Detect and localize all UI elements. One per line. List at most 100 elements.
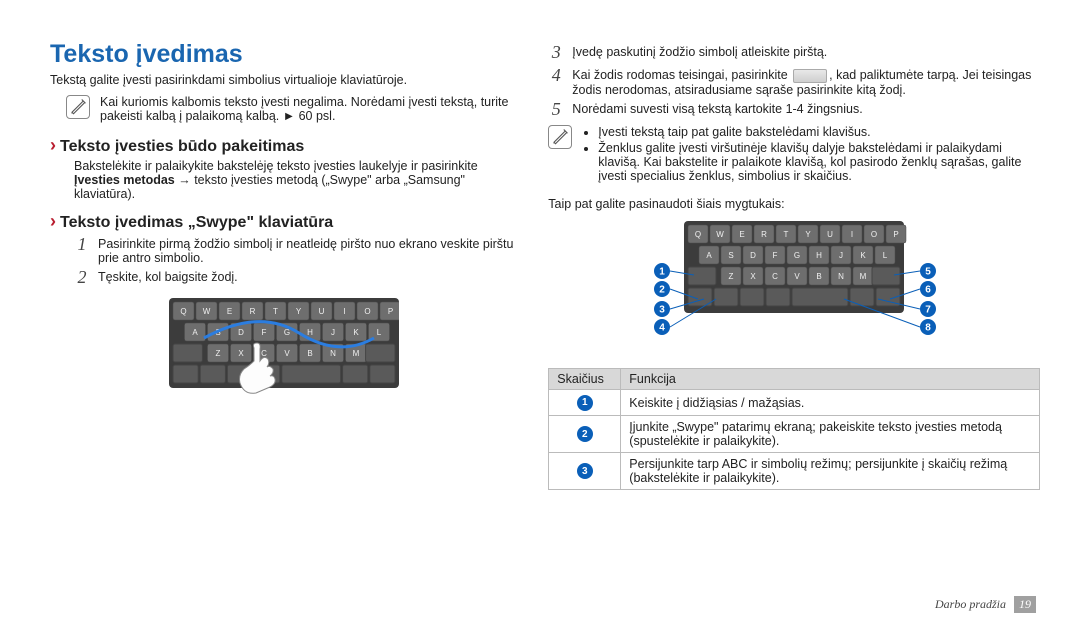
svg-text:B: B (307, 349, 312, 358)
step-number: 2 (74, 268, 90, 288)
footer-section: Darbo pradžia (935, 597, 1006, 612)
page-title: Teksto įvedimas (50, 40, 518, 69)
svg-text:F: F (773, 251, 778, 260)
step-number: 1 (74, 235, 90, 255)
svg-text:Y: Y (805, 230, 811, 239)
keyboard-callout-illustration: Q W E R T Y U I O P A S D F G H J K L Z X C V B N M 1 2 3 4 5 6 7 8 (634, 221, 954, 364)
svg-text:D: D (238, 328, 244, 337)
svg-text:L: L (377, 328, 382, 337)
svg-text:Z: Z (216, 349, 221, 358)
svg-text:O: O (365, 307, 371, 316)
svg-text:Y: Y (296, 307, 302, 316)
svg-text:T: T (784, 230, 789, 239)
svg-text:W: W (203, 307, 211, 316)
svg-text:5: 5 (925, 267, 931, 278)
svg-text:A: A (706, 251, 712, 260)
svg-text:S: S (728, 251, 733, 260)
function-description: Keiskite į didžiąsias / mažąsias. (621, 390, 1040, 416)
svg-text:2: 2 (659, 285, 665, 296)
svg-text:M: M (353, 349, 360, 358)
note-block-2: Įvesti tekstą taip pat galite bakstelėda… (548, 125, 1040, 185)
svg-text:Q: Q (181, 307, 187, 316)
svg-text:Q: Q (695, 230, 701, 239)
note-2-item: Ženklus galite įvesti viršutinėje klaviš… (598, 141, 1040, 183)
step-number: 5 (548, 100, 564, 120)
svg-text:D: D (750, 251, 756, 260)
svg-text:8: 8 (925, 323, 931, 334)
svg-text:4: 4 (659, 323, 665, 334)
buttons-intro-text: Taip pat galite pasinaudoti šiais mygtuk… (548, 197, 1040, 211)
svg-text:K: K (860, 251, 866, 260)
note-icon (66, 95, 90, 119)
table-row: 2 Įjunkite „Swype" patarimų ekraną; pakei… (549, 415, 1040, 452)
svg-text:M: M (860, 272, 867, 281)
step-5: 5 Norėdami suvesti visą tekstą kartokite… (548, 100, 1040, 120)
table-header-number: Skaičius (549, 369, 621, 390)
svg-text:J: J (331, 328, 335, 337)
callout-number-icon: 1 (577, 395, 593, 411)
step-number: 3 (548, 43, 564, 63)
svg-text:I: I (851, 230, 853, 239)
svg-text:K: K (353, 328, 359, 337)
svg-text:R: R (761, 230, 767, 239)
svg-text:P: P (388, 307, 393, 316)
note-icon (548, 125, 572, 149)
svg-text:J: J (839, 251, 843, 260)
svg-text:U: U (827, 230, 833, 239)
callout-number-icon: 3 (577, 463, 593, 479)
subhead-swype: ›Teksto įvedimas „Swype" klaviatūra (50, 211, 518, 232)
chevron-icon: › (50, 211, 56, 231)
svg-text:3: 3 (659, 305, 665, 316)
function-description: Įjunkite „Swype" patarimų ekraną; pakeis… (621, 415, 1040, 452)
svg-text:T: T (273, 307, 278, 316)
intro-text: Tekstą galite įvesti pasirinkdami simbol… (50, 73, 518, 87)
subhead-input-method: ›Teksto įvesties būdo pakeitimas (50, 135, 518, 156)
svg-text:H: H (816, 251, 822, 260)
svg-text:L: L (883, 251, 888, 260)
svg-text:X: X (750, 272, 756, 281)
keyboard-swype-illustration: QWERTYUIOPASDFGHJKLZXCVBNM (169, 298, 399, 426)
svg-text:F: F (262, 328, 267, 337)
svg-text:Z: Z (729, 272, 734, 281)
svg-text:7: 7 (925, 305, 931, 316)
table-header-function: Funkcija (621, 369, 1040, 390)
step-1: 1 Pasirinkite pirmą žodžio simbolį ir ne… (74, 235, 518, 265)
svg-text:O: O (871, 230, 877, 239)
para-input-method: Bakstelėkite ir palaikykite bakstelėję t… (74, 159, 518, 201)
step-number: 4 (548, 66, 564, 86)
note-block-1: Kai kuriomis kalbomis teksto įvesti nega… (66, 95, 518, 123)
svg-text:P: P (893, 230, 898, 239)
svg-text:C: C (772, 272, 778, 281)
svg-text:W: W (716, 230, 724, 239)
svg-text:G: G (794, 251, 800, 260)
svg-text:1: 1 (659, 267, 665, 278)
svg-text:I: I (344, 307, 346, 316)
svg-text:V: V (794, 272, 800, 281)
chevron-icon: › (50, 135, 56, 155)
footer-page-number: 19 (1014, 596, 1036, 613)
svg-text:A: A (192, 328, 198, 337)
note-text: Kai kuriomis kalbomis teksto įvesti nega… (100, 95, 518, 123)
svg-text:6: 6 (925, 285, 931, 296)
step-3: 3 Įvedę paskutinį žodžio simbolį atleisk… (548, 43, 1040, 63)
table-row: 1 Keiskite į didžiąsias / mažąsias. (549, 390, 1040, 416)
table-row: 3 Persijunkite tarp ABC ir simbolių režim… (549, 452, 1040, 489)
function-description: Persijunkite tarp ABC ir simbolių režimų… (621, 452, 1040, 489)
svg-text:R: R (250, 307, 256, 316)
svg-text:X: X (238, 349, 244, 358)
space-key-inline-icon (793, 69, 827, 83)
function-table: Skaičius Funkcija 1 Keiskite į didžiąsias… (548, 368, 1040, 490)
svg-text:B: B (816, 272, 821, 281)
step-2: 2 Tęskite, kol baigsite žodį. (74, 268, 518, 288)
svg-text:E: E (739, 230, 744, 239)
svg-text:H: H (307, 328, 313, 337)
svg-text:C: C (261, 349, 267, 358)
step-4: 4 Kai žodis rodomas teisingai, pasirinki… (548, 66, 1040, 97)
note-2-item: Įvesti tekstą taip pat galite bakstelėda… (598, 125, 1040, 139)
svg-text:N: N (330, 349, 336, 358)
svg-text:V: V (284, 349, 290, 358)
svg-text:U: U (319, 307, 325, 316)
callout-number-icon: 2 (577, 426, 593, 442)
svg-text:E: E (227, 307, 232, 316)
svg-text:N: N (838, 272, 844, 281)
